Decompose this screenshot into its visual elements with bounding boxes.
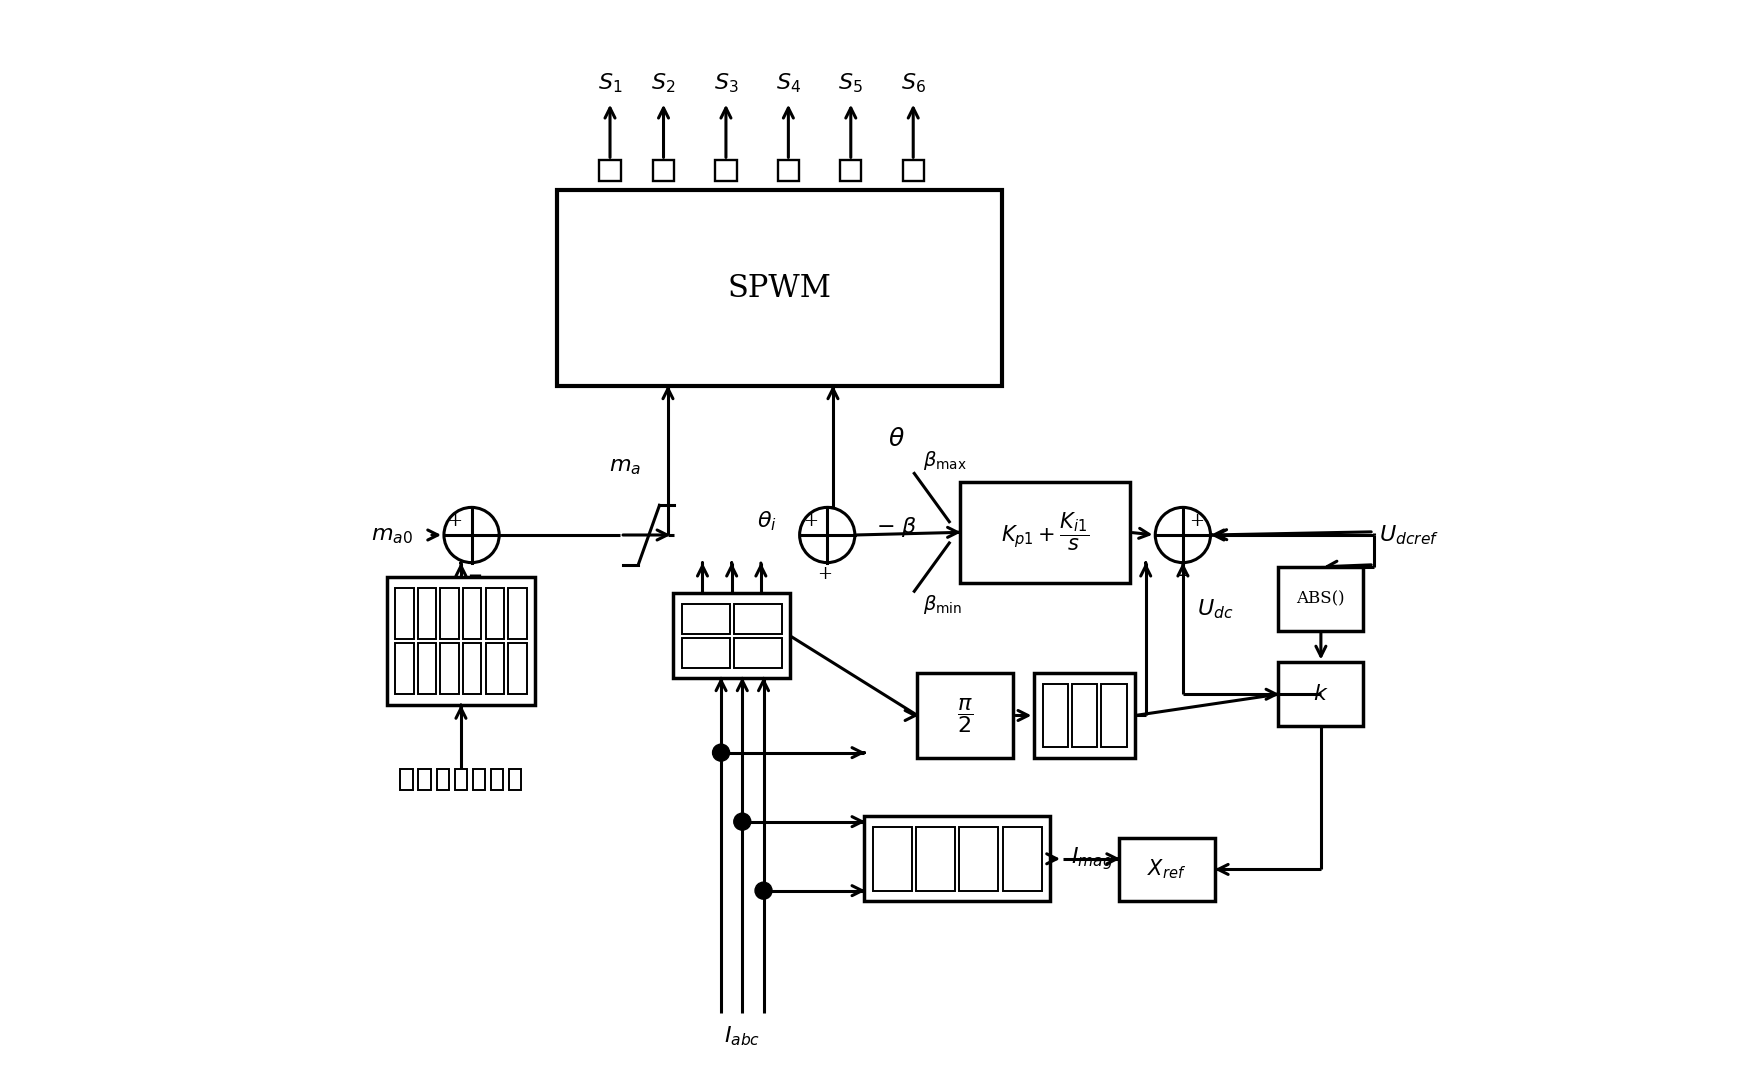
FancyBboxPatch shape: [507, 643, 527, 694]
Text: $I_{mag}$: $I_{mag}$: [1071, 845, 1115, 872]
FancyBboxPatch shape: [674, 594, 789, 678]
FancyBboxPatch shape: [1073, 684, 1097, 747]
Circle shape: [733, 813, 751, 830]
FancyBboxPatch shape: [1101, 684, 1127, 747]
FancyBboxPatch shape: [507, 588, 527, 639]
Text: $-\ \beta$: $-\ \beta$: [877, 515, 917, 538]
Text: +: +: [803, 513, 819, 531]
Text: +: +: [448, 513, 462, 531]
FancyBboxPatch shape: [864, 816, 1050, 901]
FancyBboxPatch shape: [487, 643, 504, 694]
Text: $S_4$: $S_4$: [775, 71, 802, 94]
FancyBboxPatch shape: [396, 588, 413, 639]
FancyBboxPatch shape: [441, 588, 458, 639]
FancyBboxPatch shape: [509, 768, 522, 790]
FancyBboxPatch shape: [455, 768, 467, 790]
FancyBboxPatch shape: [959, 827, 999, 890]
Text: $k$: $k$: [1312, 684, 1328, 705]
FancyBboxPatch shape: [436, 768, 450, 790]
FancyBboxPatch shape: [418, 768, 430, 790]
Text: $\dfrac{\pi}{2}$: $\dfrac{\pi}{2}$: [957, 696, 973, 735]
Text: $K_{p1}+\dfrac{K_{i1}}{s}$: $K_{p1}+\dfrac{K_{i1}}{s}$: [1001, 511, 1088, 553]
Text: +: +: [817, 565, 831, 583]
Text: +: +: [1190, 513, 1204, 531]
Text: $m_a$: $m_a$: [609, 455, 642, 477]
FancyBboxPatch shape: [464, 643, 481, 694]
FancyBboxPatch shape: [1279, 662, 1363, 727]
FancyBboxPatch shape: [487, 588, 504, 639]
Text: $-$: $-$: [467, 565, 481, 583]
FancyBboxPatch shape: [917, 827, 956, 890]
Text: ABS(): ABS(): [1297, 591, 1346, 607]
Text: SPWM: SPWM: [728, 273, 831, 304]
FancyBboxPatch shape: [682, 603, 730, 633]
Text: $S_1$: $S_1$: [598, 71, 623, 94]
Circle shape: [754, 882, 772, 899]
FancyBboxPatch shape: [840, 160, 861, 182]
Text: $U_{dcref}$: $U_{dcref}$: [1379, 523, 1440, 547]
FancyBboxPatch shape: [556, 190, 1003, 386]
FancyBboxPatch shape: [961, 482, 1130, 583]
FancyBboxPatch shape: [441, 643, 458, 694]
FancyBboxPatch shape: [873, 827, 912, 890]
Text: $\beta_{\rm min}$: $\beta_{\rm min}$: [922, 593, 962, 615]
FancyBboxPatch shape: [1003, 827, 1041, 890]
Text: $S_6$: $S_6$: [901, 71, 926, 94]
FancyBboxPatch shape: [1034, 673, 1136, 758]
FancyBboxPatch shape: [418, 588, 436, 639]
FancyBboxPatch shape: [917, 673, 1013, 758]
FancyBboxPatch shape: [1043, 684, 1068, 747]
FancyBboxPatch shape: [490, 768, 504, 790]
FancyBboxPatch shape: [716, 160, 737, 182]
FancyBboxPatch shape: [464, 588, 481, 639]
FancyBboxPatch shape: [903, 160, 924, 182]
FancyBboxPatch shape: [418, 643, 436, 694]
FancyBboxPatch shape: [682, 638, 730, 668]
FancyBboxPatch shape: [1120, 838, 1214, 901]
Text: $S_5$: $S_5$: [838, 71, 863, 94]
FancyBboxPatch shape: [473, 768, 485, 790]
Text: $\theta$: $\theta$: [887, 428, 905, 450]
FancyBboxPatch shape: [387, 578, 536, 705]
Text: $-$: $-$: [1176, 565, 1190, 583]
FancyBboxPatch shape: [401, 768, 413, 790]
Text: $I_{abc}$: $I_{abc}$: [724, 1024, 761, 1048]
Text: $U_{dc}$: $U_{dc}$: [1197, 597, 1234, 621]
FancyBboxPatch shape: [733, 603, 782, 633]
Text: $S_2$: $S_2$: [651, 71, 676, 94]
FancyBboxPatch shape: [653, 160, 674, 182]
Text: $\theta_i$: $\theta_i$: [756, 509, 777, 533]
FancyBboxPatch shape: [396, 643, 413, 694]
FancyBboxPatch shape: [1279, 567, 1363, 630]
FancyBboxPatch shape: [777, 160, 800, 182]
Text: $m_{a0}$: $m_{a0}$: [371, 524, 413, 546]
FancyBboxPatch shape: [733, 638, 782, 668]
Text: $X_{ref}$: $X_{ref}$: [1148, 858, 1186, 882]
Text: $\beta_{\rm max}$: $\beta_{\rm max}$: [922, 449, 966, 472]
Circle shape: [712, 744, 730, 761]
Text: $S_3$: $S_3$: [714, 71, 738, 94]
FancyBboxPatch shape: [600, 160, 621, 182]
